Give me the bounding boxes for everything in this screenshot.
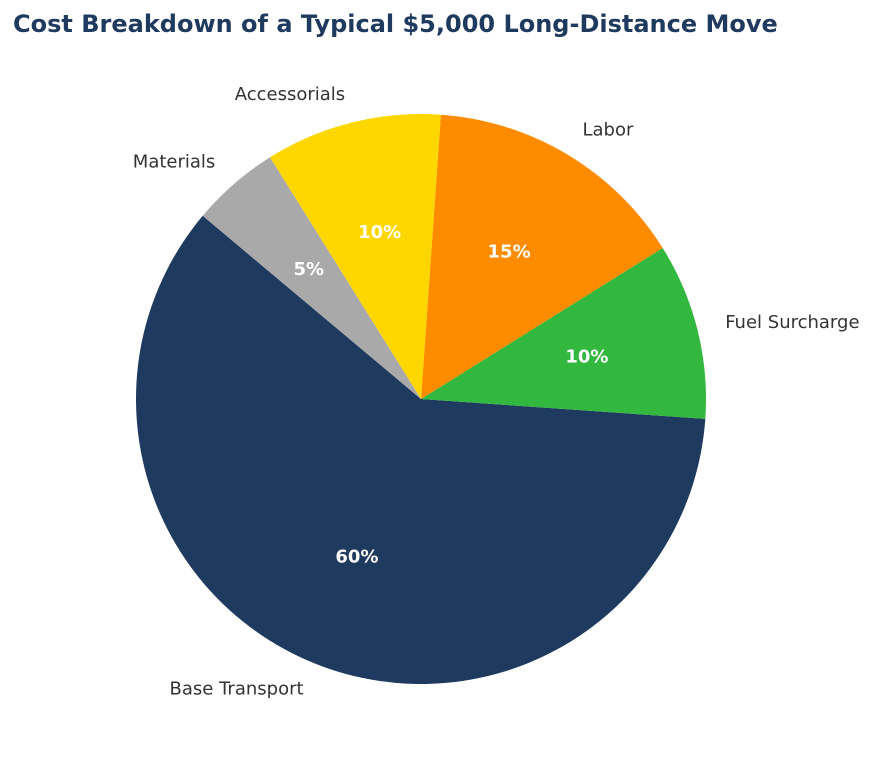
pie-slice xyxy=(202,157,421,399)
slice-label: Materials xyxy=(133,151,216,172)
pie-slice xyxy=(421,247,706,419)
value-label: 10% xyxy=(565,347,608,368)
pie-slice xyxy=(135,215,706,685)
slice-label: Labor xyxy=(582,119,633,140)
slice-label: Accessorials xyxy=(235,84,345,105)
value-label: 60% xyxy=(335,547,378,568)
value-label: 15% xyxy=(488,241,531,262)
slice-label: Base Transport xyxy=(170,679,304,700)
value-label: 5% xyxy=(294,259,325,280)
pie-slice xyxy=(269,114,441,399)
value-label: 10% xyxy=(358,222,401,243)
slice-label: Fuel Surcharge xyxy=(725,312,859,333)
pie-slice xyxy=(421,114,663,399)
chart-title: Cost Breakdown of a Typical $5,000 Long-… xyxy=(13,10,778,38)
